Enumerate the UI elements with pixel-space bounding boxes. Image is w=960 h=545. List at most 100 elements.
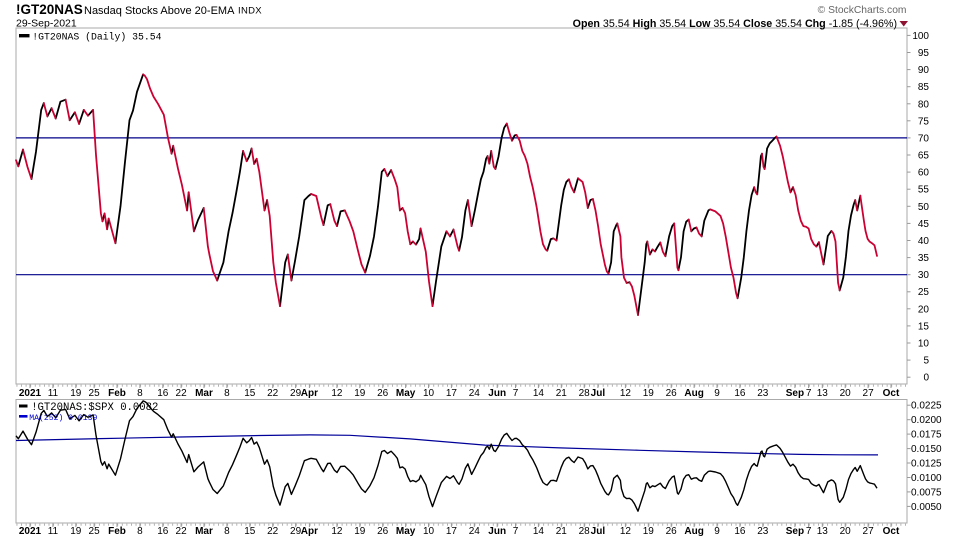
svg-text:26: 26 <box>666 388 678 399</box>
svg-text:0.0075: 0.0075 <box>911 487 942 498</box>
svg-text:20: 20 <box>840 388 852 399</box>
svg-text:29: 29 <box>290 388 302 399</box>
svg-text:11: 11 <box>48 526 59 537</box>
svg-text:7: 7 <box>513 388 519 399</box>
svg-text:45: 45 <box>918 219 930 230</box>
svg-text:2021: 2021 <box>19 388 42 399</box>
svg-text:19: 19 <box>354 388 366 399</box>
svg-text:28: 28 <box>579 388 591 399</box>
svg-text:26: 26 <box>666 526 678 537</box>
svg-text:13: 13 <box>817 388 829 399</box>
svg-text:Jul: Jul <box>591 388 606 399</box>
svg-text:Aug: Aug <box>684 388 703 399</box>
svg-text:17: 17 <box>446 526 458 537</box>
svg-text:22: 22 <box>267 388 279 399</box>
svg-text:22: 22 <box>176 388 188 399</box>
svg-text:20: 20 <box>840 526 852 537</box>
svg-text:35: 35 <box>918 253 930 264</box>
svg-text:8: 8 <box>137 526 143 537</box>
svg-text:Nasdaq Stocks Above 20-EMA: Nasdaq Stocks Above 20-EMA <box>84 5 235 17</box>
svg-text:0.0150: 0.0150 <box>911 444 942 455</box>
svg-text:Oct: Oct <box>883 526 900 537</box>
svg-text:16: 16 <box>157 388 169 399</box>
svg-text:25: 25 <box>918 287 930 298</box>
svg-text:Mar: Mar <box>195 388 213 399</box>
svg-text:16: 16 <box>157 526 169 537</box>
svg-text:75: 75 <box>918 116 930 127</box>
svg-text:Sep: Sep <box>786 388 804 399</box>
svg-text:70: 70 <box>918 133 930 144</box>
svg-text:25: 25 <box>89 388 101 399</box>
svg-text:10: 10 <box>918 339 930 350</box>
svg-text:19: 19 <box>643 526 655 537</box>
svg-text:29: 29 <box>290 526 302 537</box>
svg-text:Feb: Feb <box>108 526 126 537</box>
svg-text:!GT20NAS: !GT20NAS <box>16 2 83 17</box>
svg-text:19: 19 <box>643 388 655 399</box>
svg-text:Sep: Sep <box>786 526 804 537</box>
svg-text:24: 24 <box>469 526 481 537</box>
svg-text:27: 27 <box>863 526 875 537</box>
svg-text:28: 28 <box>579 526 591 537</box>
svg-text:0.0100: 0.0100 <box>911 473 942 484</box>
svg-text:10: 10 <box>423 526 435 537</box>
svg-text:14: 14 <box>533 526 545 537</box>
svg-text:55: 55 <box>918 185 930 196</box>
svg-text:21: 21 <box>556 388 568 399</box>
svg-text:0: 0 <box>923 373 929 384</box>
svg-text:Apr: Apr <box>301 388 318 399</box>
svg-text:8: 8 <box>224 526 230 537</box>
svg-text:7: 7 <box>806 526 812 537</box>
svg-text:19: 19 <box>70 388 82 399</box>
svg-text:16: 16 <box>734 388 746 399</box>
svg-text:!GT20NAS:$SPX 0.0082: !GT20NAS:$SPX 0.0082 <box>31 402 158 414</box>
svg-text:60: 60 <box>918 168 930 179</box>
svg-text:Open 35.54 High 35.54 Low 35.5: Open 35.54 High 35.54 Low 35.54 Close 35… <box>573 18 897 30</box>
svg-text:90: 90 <box>918 65 930 76</box>
svg-text:12: 12 <box>620 388 632 399</box>
svg-text:Oct: Oct <box>883 388 900 399</box>
svg-text:MA(252) 0.0139: MA(252) 0.0139 <box>29 414 97 423</box>
svg-text:Jun: Jun <box>488 388 506 399</box>
svg-text:22: 22 <box>176 526 188 537</box>
svg-text:Jun: Jun <box>488 526 506 537</box>
svg-text:26: 26 <box>377 526 389 537</box>
svg-text:12: 12 <box>620 526 632 537</box>
svg-text:Mar: Mar <box>195 526 213 537</box>
svg-text:0.0175: 0.0175 <box>911 430 942 441</box>
svg-text:May: May <box>396 388 416 399</box>
svg-text:30: 30 <box>918 270 930 281</box>
svg-text:27: 27 <box>863 388 875 399</box>
svg-text:50: 50 <box>918 202 930 213</box>
svg-text:!GT20NAS (Daily) 35.54: !GT20NAS (Daily) 35.54 <box>32 32 161 43</box>
svg-text:85: 85 <box>918 82 930 93</box>
svg-text:8: 8 <box>224 388 230 399</box>
svg-text:0.0050: 0.0050 <box>911 502 942 513</box>
svg-text:80: 80 <box>918 99 930 110</box>
svg-text:8: 8 <box>137 388 143 399</box>
svg-text:13: 13 <box>817 526 829 537</box>
svg-text:22: 22 <box>267 526 279 537</box>
svg-text:29-Sep-2021: 29-Sep-2021 <box>16 18 77 30</box>
svg-text:65: 65 <box>918 151 930 162</box>
svg-text:7: 7 <box>806 388 812 399</box>
svg-text:12: 12 <box>331 526 343 537</box>
svg-text:2021: 2021 <box>19 526 42 537</box>
svg-text:95: 95 <box>918 48 930 59</box>
svg-text:Jul: Jul <box>591 526 606 537</box>
svg-text:23: 23 <box>757 526 769 537</box>
svg-text:Feb: Feb <box>108 388 126 399</box>
svg-text:23: 23 <box>757 388 769 399</box>
svg-text:24: 24 <box>469 388 481 399</box>
svg-text:26: 26 <box>377 388 389 399</box>
svg-text:Apr: Apr <box>301 526 318 537</box>
svg-text:15: 15 <box>918 321 930 332</box>
svg-text:0.0125: 0.0125 <box>911 459 942 470</box>
svg-text:14: 14 <box>533 388 545 399</box>
svg-text:15: 15 <box>244 388 256 399</box>
svg-text:5: 5 <box>923 356 929 367</box>
svg-text:25: 25 <box>89 526 101 537</box>
svg-text:9: 9 <box>714 526 720 537</box>
svg-text:16: 16 <box>734 526 746 537</box>
svg-text:20: 20 <box>918 304 930 315</box>
